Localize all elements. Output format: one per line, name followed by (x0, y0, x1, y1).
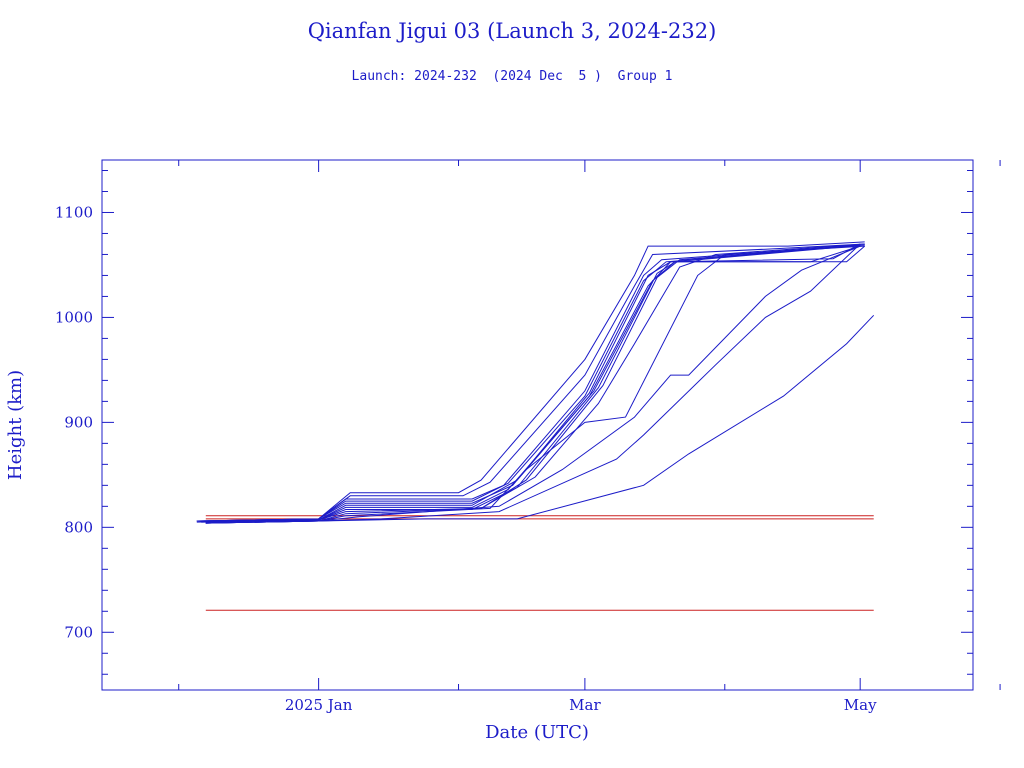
y-tick-label: 800 (64, 518, 93, 536)
series-line (196, 241, 865, 523)
x-tick-label: Mar (569, 696, 601, 714)
series-line (201, 245, 866, 522)
series-lines (196, 241, 875, 524)
y-tick-label: 1000 (55, 308, 93, 326)
series-line (205, 244, 861, 523)
tick-labels: 700 800 900 1000 1100 2025 Jan Mar May (55, 203, 877, 714)
y-tick-label: 1100 (55, 203, 93, 221)
y-axis-label: Height (km) (5, 370, 26, 480)
series-line (205, 314, 875, 524)
axis-ticks (102, 160, 1001, 690)
reference-lines (205, 515, 874, 611)
chart-title: Qianfan Jigui 03 (Launch 3, 2024-232) (308, 19, 717, 43)
series-line (196, 244, 861, 522)
series-line (205, 245, 865, 524)
series-line (205, 243, 865, 524)
series-line (201, 243, 861, 523)
y-tick-label: 700 (64, 623, 93, 641)
series-line (196, 244, 861, 522)
y-tick-label: 900 (64, 413, 93, 431)
series-line (205, 243, 861, 524)
series-line (201, 244, 865, 523)
plot-frame (101, 159, 974, 691)
x-axis-label: Date (UTC) (485, 722, 589, 743)
x-tick-label: May (844, 696, 877, 714)
series-line (205, 245, 861, 524)
x-tick-label: 2025 Jan (285, 696, 353, 714)
chart-subtitle: Launch: 2024-232 (2024 Dec 5 ) Group 1 (352, 69, 673, 84)
